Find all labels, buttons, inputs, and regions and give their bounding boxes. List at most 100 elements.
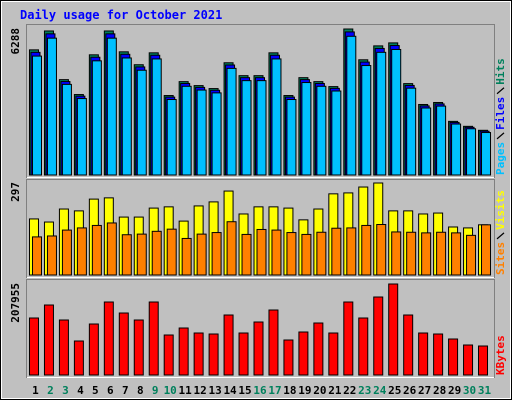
bar (133, 319, 144, 376)
bar (376, 51, 387, 176)
bar (196, 233, 207, 276)
bar (136, 233, 147, 276)
x-tick-label: 12 (194, 384, 207, 397)
bar (301, 82, 312, 176)
bar (391, 48, 402, 176)
x-tick-label: 19 (298, 384, 311, 397)
bar (346, 227, 357, 276)
bar (316, 231, 327, 276)
bar (61, 229, 72, 276)
bar (31, 55, 42, 176)
x-tick-label: 14 (223, 384, 237, 397)
bar (328, 332, 339, 376)
x-tick-label: 4 (77, 384, 84, 397)
bar (76, 227, 87, 276)
bar (361, 224, 372, 276)
bar (106, 222, 117, 276)
bar (358, 317, 369, 376)
bar (256, 80, 267, 176)
bar (313, 322, 324, 376)
bar (151, 58, 162, 176)
bar (421, 232, 432, 276)
bar (136, 69, 147, 176)
bar (271, 229, 282, 276)
bar (466, 234, 477, 276)
x-tick-label: 11 (179, 384, 193, 397)
bar (436, 231, 447, 276)
x-tick-label: 1 (32, 384, 39, 397)
x-tick-label: 15 (238, 384, 251, 397)
legend-entry: Pages (494, 142, 507, 175)
bar (271, 58, 282, 176)
x-tick-label: 16 (253, 384, 267, 397)
bar (298, 331, 309, 376)
bar (178, 327, 189, 376)
bar (46, 235, 57, 276)
bar (223, 314, 234, 376)
bar (106, 37, 117, 176)
bar (361, 65, 372, 176)
bar (211, 232, 222, 276)
bar (241, 233, 252, 276)
bar (31, 236, 42, 276)
x-tick-label: 20 (313, 384, 326, 397)
x-tick-label: 18 (283, 384, 296, 397)
bar (403, 314, 414, 376)
bar (226, 221, 237, 276)
bar (331, 90, 342, 176)
x-tick-label: 27 (418, 384, 431, 397)
legend-entry: Hits (494, 58, 507, 85)
y-tick-label: 207955 (9, 283, 22, 323)
bar (28, 317, 39, 376)
bar (238, 332, 249, 376)
bar (166, 99, 177, 176)
bar (301, 233, 312, 276)
x-tick-label: 17 (268, 384, 281, 397)
bar (481, 224, 492, 276)
x-tick-label: 23 (358, 384, 371, 397)
bar (448, 338, 459, 376)
bar (331, 227, 342, 276)
x-tick-label: 29 (448, 384, 461, 397)
x-tick-label: 5 (92, 384, 99, 397)
bar (451, 123, 462, 176)
legend-entry: Files (494, 97, 507, 130)
bar (181, 237, 192, 276)
x-tick-label: 26 (403, 384, 417, 397)
legend-separator (496, 132, 505, 140)
bar (193, 332, 204, 376)
bar (346, 35, 357, 176)
bar (406, 87, 417, 176)
bar (88, 323, 99, 376)
x-tick-label: 9 (152, 384, 159, 397)
x-tick-label: 8 (137, 384, 144, 397)
bar (46, 37, 57, 176)
bar (463, 344, 474, 376)
y-tick-label: 6288 (9, 28, 22, 55)
bar (268, 309, 279, 376)
bar (418, 332, 429, 376)
bar (451, 232, 462, 276)
x-tick-label: 30 (463, 384, 476, 397)
bar (103, 301, 114, 376)
legend-entry: Sites (494, 242, 507, 275)
bar (316, 85, 327, 176)
bar (196, 89, 207, 176)
bar (61, 83, 72, 176)
bar (343, 301, 354, 376)
x-tick-label: 13 (208, 384, 221, 397)
legend-entry: Visits (494, 190, 507, 230)
bar (478, 345, 489, 376)
bar (256, 228, 267, 276)
bar (436, 105, 447, 176)
bar (91, 224, 102, 276)
bar (208, 333, 219, 376)
legend-separator (496, 87, 505, 95)
bar (241, 80, 252, 176)
legend-separator (496, 232, 505, 240)
bar (163, 334, 174, 376)
bar (121, 57, 132, 176)
x-tick-label: 10 (164, 384, 177, 397)
